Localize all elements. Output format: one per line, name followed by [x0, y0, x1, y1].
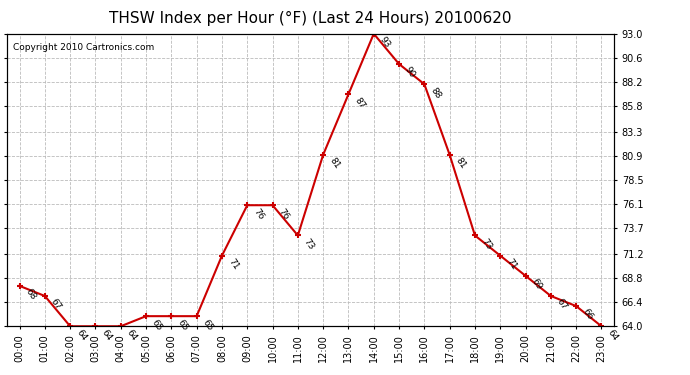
Text: 66: 66: [580, 308, 594, 322]
Text: 67: 67: [49, 297, 63, 312]
Text: 87: 87: [353, 96, 366, 110]
Text: 68: 68: [23, 287, 38, 302]
Text: 65: 65: [201, 318, 215, 332]
Text: 90: 90: [403, 65, 417, 80]
Text: 64: 64: [75, 328, 88, 342]
Text: 71: 71: [226, 257, 240, 272]
Text: 81: 81: [327, 156, 342, 171]
Text: 81: 81: [454, 156, 468, 171]
Text: 64: 64: [606, 328, 620, 342]
Text: 76: 76: [277, 207, 290, 221]
Text: 88: 88: [428, 86, 442, 100]
Text: 73: 73: [479, 237, 493, 252]
Text: 73: 73: [302, 237, 316, 252]
Text: 69: 69: [530, 277, 544, 292]
Text: 71: 71: [504, 257, 518, 272]
Text: Copyright 2010 Cartronics.com: Copyright 2010 Cartronics.com: [13, 42, 155, 51]
Text: 76: 76: [251, 207, 266, 221]
Text: 65: 65: [150, 318, 164, 332]
Text: 93: 93: [378, 35, 392, 50]
Text: 64: 64: [125, 328, 139, 342]
Text: 67: 67: [555, 297, 569, 312]
Text: 65: 65: [175, 318, 190, 332]
Text: THSW Index per Hour (°F) (Last 24 Hours) 20100620: THSW Index per Hour (°F) (Last 24 Hours)…: [109, 11, 512, 26]
Text: 64: 64: [99, 328, 114, 342]
